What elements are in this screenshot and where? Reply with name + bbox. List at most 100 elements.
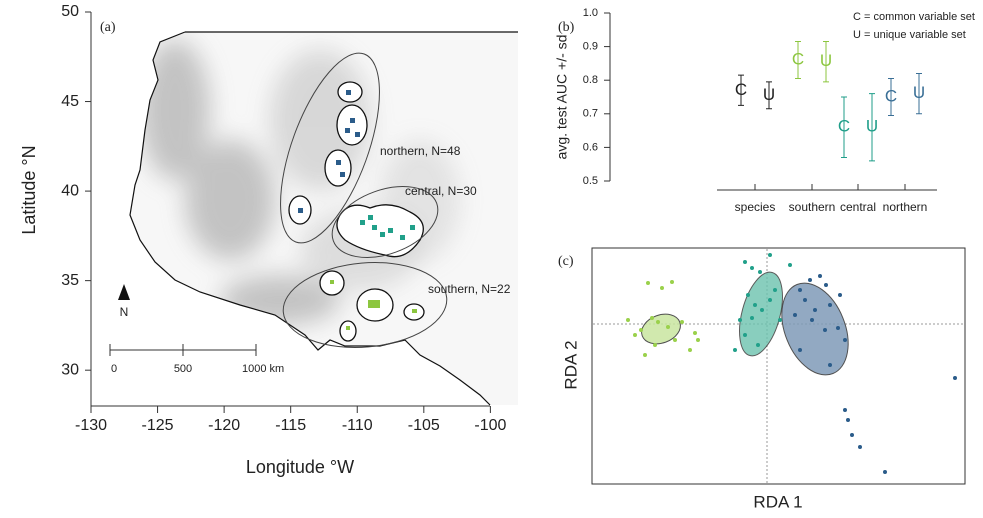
- point: [813, 308, 817, 312]
- y-axis-title: avg. test AUC +/- sd: [554, 35, 570, 160]
- x-axis-title: Longitude °W: [246, 457, 354, 477]
- point: [818, 274, 822, 278]
- panel-label: (b): [558, 20, 575, 35]
- x-axis-title: RDA 1: [753, 492, 802, 511]
- point: [798, 348, 802, 352]
- point: [843, 408, 847, 412]
- point: [793, 313, 797, 317]
- point: [850, 433, 854, 437]
- point: [666, 325, 670, 329]
- point: [953, 376, 957, 380]
- point: [788, 263, 792, 267]
- x-tick-label: southern: [789, 200, 836, 214]
- figure: -130 -125 -120 -115 -110 -105 -100 30 35 40 45 50 (a…: [0, 0, 983, 513]
- point: [653, 343, 657, 347]
- point: [758, 270, 762, 274]
- point: [743, 333, 747, 337]
- y-tick-label: 0.6: [583, 141, 598, 153]
- point-marker: U: [820, 51, 832, 70]
- y-tick-label: 45: [61, 93, 79, 110]
- point: [773, 288, 777, 292]
- point: [643, 353, 647, 357]
- y-tick-label: 0.8: [583, 74, 598, 86]
- point: [858, 445, 862, 449]
- y-tick-label: 0.5: [583, 175, 598, 187]
- x-tick-label: central: [840, 200, 876, 214]
- point: [756, 343, 760, 347]
- point: [824, 283, 828, 287]
- panel-label: (a): [100, 20, 116, 35]
- point: [760, 308, 764, 312]
- point: [883, 470, 887, 474]
- x-tick-label: -105: [408, 417, 440, 434]
- y-tick-label: 30: [61, 361, 79, 378]
- legend-label: C = common variable set: [853, 11, 975, 23]
- point: [626, 318, 630, 322]
- x-tick-label: -100: [474, 417, 506, 434]
- point: [693, 331, 697, 335]
- point: [696, 338, 700, 342]
- point-marker: C: [885, 86, 897, 105]
- x-tick-label: -120: [208, 417, 240, 434]
- point-marker: C: [735, 80, 747, 99]
- y-tick-label: 0.7: [583, 108, 598, 120]
- y-tick-label: 50: [61, 3, 79, 20]
- x-tick-label: -130: [75, 417, 107, 434]
- x-tick-label: -110: [342, 417, 373, 434]
- point: [808, 278, 812, 282]
- point: [746, 293, 750, 297]
- point: [803, 298, 807, 302]
- point-marker: C: [838, 117, 850, 136]
- region-label: northern, N=48: [380, 144, 461, 158]
- land: [120, 30, 520, 410]
- point-marker: U: [866, 117, 878, 136]
- y-axis-title: RDA 2: [561, 340, 580, 389]
- north-label: N: [120, 305, 129, 319]
- point: [778, 318, 782, 322]
- y-tick-label: 1.0: [583, 7, 598, 19]
- point: [633, 333, 637, 337]
- point: [798, 288, 802, 292]
- point-marker: U: [913, 83, 925, 102]
- point: [733, 348, 737, 352]
- x-tick-label: northern: [883, 200, 928, 214]
- point: [768, 253, 772, 257]
- y-tick-label: 35: [61, 272, 79, 289]
- point: [750, 316, 754, 320]
- point: [838, 293, 842, 297]
- x-tick-label: -125: [142, 417, 174, 434]
- point: [843, 338, 847, 342]
- y-tick-label: 40: [61, 182, 79, 199]
- point: [828, 363, 832, 367]
- y-tick-label: 0.9: [583, 41, 598, 53]
- scale-label: 500: [174, 363, 192, 375]
- scale-label: 0: [111, 363, 117, 375]
- point-marker: U: [763, 85, 775, 104]
- x-tick-label: -115: [275, 417, 306, 434]
- point: [823, 328, 827, 332]
- point: [846, 418, 850, 422]
- point: [680, 320, 684, 324]
- region-label: southern, N=22: [428, 282, 511, 296]
- north-arrow: [118, 284, 130, 300]
- point-marker: C: [792, 50, 804, 69]
- legend-label: U = unique variable set: [853, 29, 966, 41]
- y-axis-title: Latitude °N: [19, 145, 39, 234]
- point: [738, 318, 742, 322]
- point: [688, 348, 692, 352]
- region-label: central, N=30: [405, 184, 477, 198]
- point: [646, 281, 650, 285]
- x-tick-label: species: [735, 200, 776, 214]
- panel-label: (c): [558, 254, 574, 269]
- point: [753, 303, 757, 307]
- point: [743, 260, 747, 264]
- scale-bar: [110, 344, 256, 356]
- point: [656, 320, 660, 324]
- point: [836, 326, 840, 330]
- point: [650, 316, 654, 320]
- point: [670, 280, 674, 284]
- point: [810, 318, 814, 322]
- point: [768, 298, 772, 302]
- point: [750, 266, 754, 270]
- point: [673, 338, 677, 342]
